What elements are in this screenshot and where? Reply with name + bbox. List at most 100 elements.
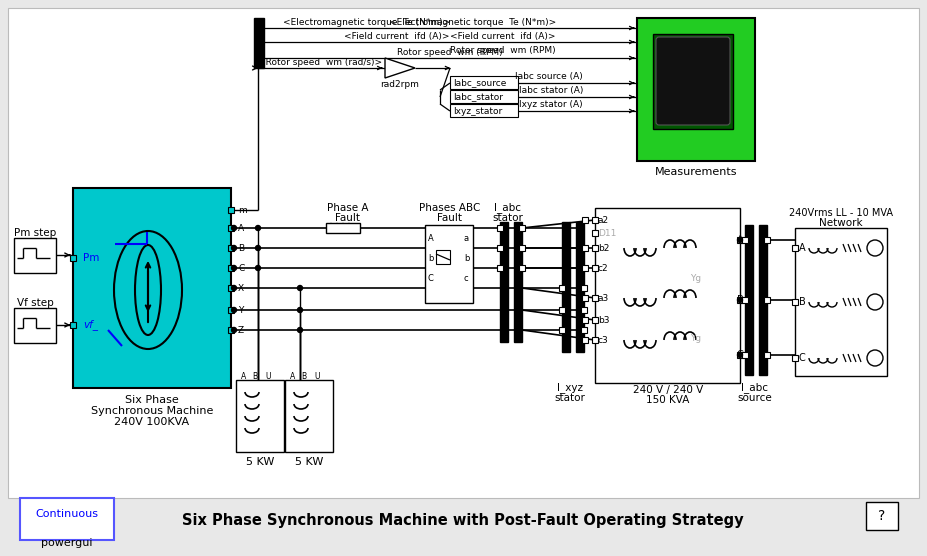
Text: powergui: powergui [41,538,93,548]
Text: Ixyz_stator: Ixyz_stator [453,107,502,116]
Bar [582,217,588,223]
Text: Pm step: Pm step [14,228,57,238]
Text: Six Phase: Six Phase [125,395,179,405]
Text: Six Phase Synchronous Machine with Post-Fault Operating Strategy: Six Phase Synchronous Machine with Post-… [183,513,743,528]
Text: A: A [290,371,296,380]
Text: rad2rpm: rad2rpm [381,80,419,88]
Text: a: a [464,234,469,242]
Circle shape [867,294,883,310]
Text: 5 KW: 5 KW [246,457,274,467]
Text: Y: Y [238,305,244,315]
Bar [792,245,798,251]
Circle shape [232,226,236,231]
Text: A: A [737,235,743,245]
Bar [20,498,114,540]
Circle shape [232,285,236,290]
Circle shape [738,237,743,242]
Bar [582,265,588,271]
Text: A: A [799,243,806,253]
Bar [285,380,333,452]
Circle shape [256,246,260,251]
Bar [866,502,898,530]
Bar [742,352,748,358]
Bar [559,307,565,313]
Bar [559,327,565,333]
Text: B: B [238,244,244,252]
Bar [581,327,587,333]
Text: Rotor speed  wm (RPM): Rotor speed wm (RPM) [451,46,556,54]
Bar [228,245,234,251]
Text: A: A [428,234,434,242]
Bar [592,245,598,251]
Text: A: A [238,224,244,232]
Text: 240Vrms LL - 10 MVA: 240Vrms LL - 10 MVA [789,208,893,218]
Text: c2: c2 [598,264,609,272]
Text: Vf step: Vf step [17,298,54,308]
Bar [737,297,743,303]
Bar [8,8,919,498]
Text: Fault: Fault [336,213,361,223]
Bar [737,352,743,358]
Bar [70,322,76,328]
Text: Continuous: Continuous [35,509,98,519]
Text: I_xyz: I_xyz [557,383,583,394]
Text: Yg: Yg [690,334,701,342]
Circle shape [232,266,236,271]
Text: X: X [238,284,244,292]
Text: I_abc: I_abc [742,383,768,394]
Text: Fault: Fault [438,213,463,223]
Bar [742,297,748,303]
Text: stator: stator [554,393,586,403]
Text: Pm: Pm [83,253,99,263]
Text: C: C [799,353,806,363]
Text: <Rotor speed  wm (rad/s)>: <Rotor speed wm (rad/s)> [258,57,382,67]
Text: D11: D11 [598,229,616,237]
Text: <Field current  ifd (A)>: <Field current ifd (A)> [345,32,450,41]
Text: A: A [241,371,247,380]
Text: source: source [738,393,772,403]
Bar [592,317,598,323]
Bar [792,299,798,305]
Text: Yg: Yg [690,274,701,282]
Bar [592,337,598,343]
Text: C: C [238,264,244,272]
Circle shape [232,327,236,332]
Bar [764,352,770,358]
Bar [14,308,56,343]
Circle shape [232,307,236,312]
Bar [637,18,755,161]
Bar [519,265,525,271]
Circle shape [867,240,883,256]
Bar [73,188,231,388]
Text: a3: a3 [598,294,609,302]
Text: Iabc_source: Iabc_source [453,78,506,87]
Bar [581,285,587,291]
Text: Measurements: Measurements [654,167,737,177]
Bar [582,317,588,323]
Text: B: B [301,371,306,380]
Circle shape [738,297,743,302]
Bar [450,104,518,117]
Bar [228,225,234,231]
Bar [500,222,508,342]
Bar [497,225,503,231]
Circle shape [738,353,743,358]
Bar [228,207,234,213]
Text: B: B [737,295,743,305]
Text: Rotor speed  wm (RPM): Rotor speed wm (RPM) [397,47,502,57]
Circle shape [232,246,236,251]
Bar [519,225,525,231]
Text: a2: a2 [598,216,609,225]
Bar [228,327,234,333]
Bar [795,228,887,376]
Text: c3: c3 [598,335,609,345]
Circle shape [298,307,302,312]
Bar [228,307,234,313]
Text: 5 KW: 5 KW [295,457,324,467]
Text: ?: ? [879,509,885,523]
Text: b: b [464,254,469,262]
Text: 240V 100KVA: 240V 100KVA [114,417,189,427]
Polygon shape [385,58,415,78]
Bar [592,230,598,236]
Text: c: c [464,274,469,282]
